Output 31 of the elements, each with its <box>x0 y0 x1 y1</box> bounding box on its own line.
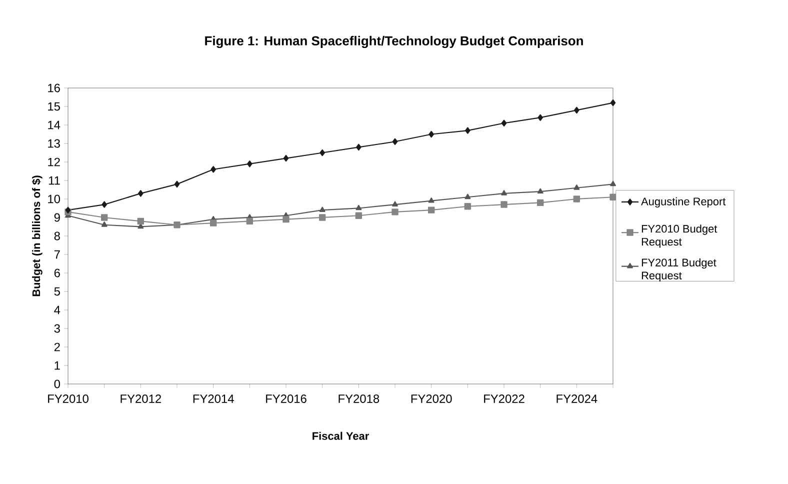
y-tick-label: 11 <box>48 176 60 185</box>
y-tick-label: 0 <box>54 380 60 388</box>
y-tick-label: 8 <box>54 232 60 240</box>
x-tick-label: FY2022 <box>484 394 524 403</box>
legend-label: Augustine Report <box>641 197 726 208</box>
y-tick-label: 15 <box>48 102 60 111</box>
x-tick-label: FY2018 <box>338 394 380 403</box>
x-tick-label: FY2012 <box>120 394 162 403</box>
y-tick-label: 10 <box>48 194 60 204</box>
y-tick-label: 7 <box>54 250 60 259</box>
x-tick-label: FY2014 <box>193 394 234 403</box>
y-tick-label: 2 <box>54 342 60 352</box>
y-tick-label: 1 <box>54 361 60 370</box>
y-tick-label: 3 <box>54 324 60 333</box>
y-tick-label: 6 <box>54 268 60 278</box>
y-tick-label: 9 <box>54 213 60 222</box>
y-axis-title: Budget (in billions of $) <box>32 176 42 296</box>
legend-label: FY2011 Budget Request <box>642 258 716 282</box>
y-tick-label: 16 <box>48 84 60 92</box>
x-tick-label: FY2020 <box>411 394 452 403</box>
y-tick-label: 14 <box>48 120 60 130</box>
chart-title: Figure 1: Human Spaceflight/Technology Budget Comparison <box>205 36 583 48</box>
y-tick-label: 12 <box>48 158 60 166</box>
y-tick-label: 13 <box>48 139 60 148</box>
y-tick-label: 5 <box>54 287 60 296</box>
legend-label: FY2010 Budget Request <box>642 224 718 248</box>
x-tick-label: FY2010 <box>48 394 88 403</box>
x-axis-title: Fiscal Year <box>312 432 369 440</box>
y-tick-label: 4 <box>54 306 60 314</box>
x-tick-label: FY2016 <box>266 394 306 403</box>
x-tick-label: FY2024 <box>556 394 598 403</box>
